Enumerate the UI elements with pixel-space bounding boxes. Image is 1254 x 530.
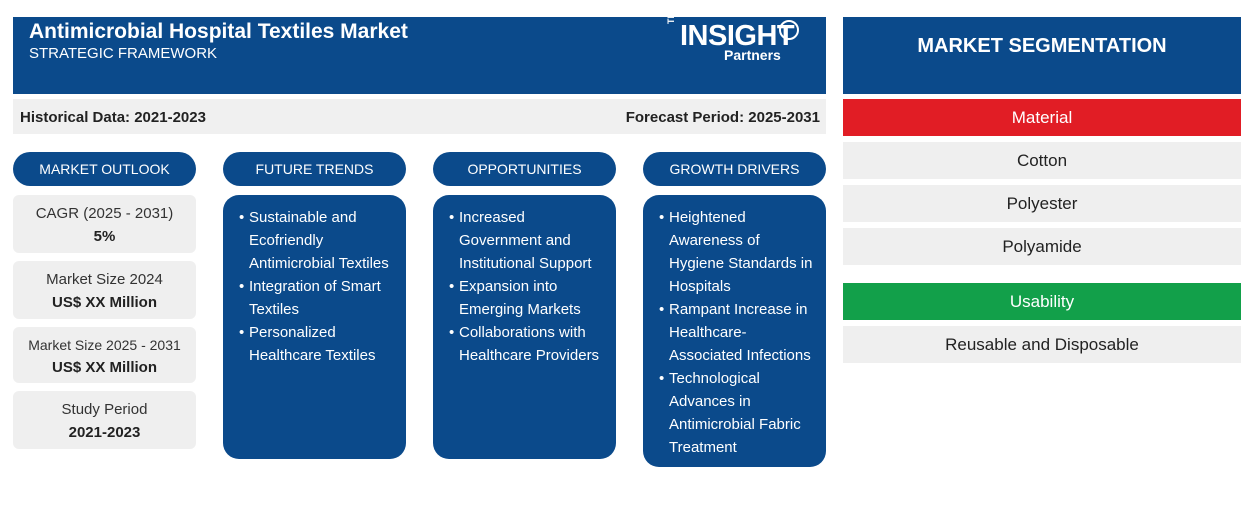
stat-value: 5% (93, 228, 116, 245)
list-item: Collaborations with Healthcare Providers (449, 321, 608, 367)
stat-label: CAGR (2025 - 2031) (35, 205, 174, 222)
list-item: Expansion into Emerging Markets (449, 275, 608, 321)
growth-drivers-box: Heightened Awareness of Hygiene Standard… (643, 195, 826, 467)
logo-prefix: The (666, 7, 676, 24)
stat-label: Market Size 2024 (46, 271, 163, 288)
report-title: Antimicrobial Hospital Textiles Market (29, 20, 408, 43)
report-header (13, 17, 826, 94)
stat-value: 2021-2023 (68, 424, 141, 441)
segment-item: Polyamide (843, 228, 1241, 265)
stat-label: Study Period (61, 401, 148, 418)
stat-cagr: CAGR (2025 - 2031) 5% (13, 195, 196, 253)
list-item: Rampant Increase in Healthcare-Associate… (659, 298, 818, 367)
growth-drivers-header: GROWTH DRIVERS (643, 152, 826, 186)
segment-item: Cotton (843, 142, 1241, 179)
stat-market-size-forecast: Market Size 2025 - 2031 US$ XX Million (13, 327, 196, 383)
stat-value: US$ XX Million (51, 294, 157, 311)
insight-partners-logo: The INSIGHT Partners (652, 8, 802, 66)
stat-study-period: Study Period 2021-2023 (13, 391, 196, 449)
historical-data: Historical Data: 2021-2023 (20, 109, 206, 126)
forecast-period: Forecast Period: 2025-2031 (625, 109, 820, 126)
logo-suffix: Partners (724, 47, 781, 63)
segment-item: Polyester (843, 185, 1241, 222)
list-item: Personalized Healthcare Textiles (239, 321, 398, 367)
stat-market-size-2024: Market Size 2024 US$ XX Million (13, 261, 196, 319)
list-item: Increased Government and Institutional S… (449, 206, 608, 275)
list-item: Technological Advances in Antimicrobial … (659, 367, 818, 459)
opportunities-box: Increased Government and Institutional S… (433, 195, 616, 459)
segment-item: Reusable and Disposable (843, 326, 1241, 363)
segment-usability-header: Usability (843, 283, 1241, 320)
segmentation-title: MARKET SEGMENTATION (843, 17, 1241, 94)
market-outlook-header: MARKET OUTLOOK (13, 152, 196, 186)
future-trends-header: FUTURE TRENDS (223, 152, 406, 186)
stat-label: Market Size 2025 - 2031 (28, 337, 181, 353)
list-item: Sustainable and Ecofriendly Antimicrobia… (239, 206, 398, 275)
opportunities-header: OPPORTUNITIES (433, 152, 616, 186)
stat-value: US$ XX Million (51, 359, 157, 376)
logo-swoosh-icon (779, 20, 799, 40)
period-bar (13, 99, 826, 134)
logo-name: INSIGHT (680, 20, 795, 52)
segment-material-header: Material (843, 99, 1241, 136)
list-item: Heightened Awareness of Hygiene Standard… (659, 206, 818, 298)
report-subtitle: STRATEGIC FRAMEWORK (29, 45, 218, 62)
list-item: Integration of Smart Textiles (239, 275, 398, 321)
future-trends-box: Sustainable and Ecofriendly Antimicrobia… (223, 195, 406, 459)
